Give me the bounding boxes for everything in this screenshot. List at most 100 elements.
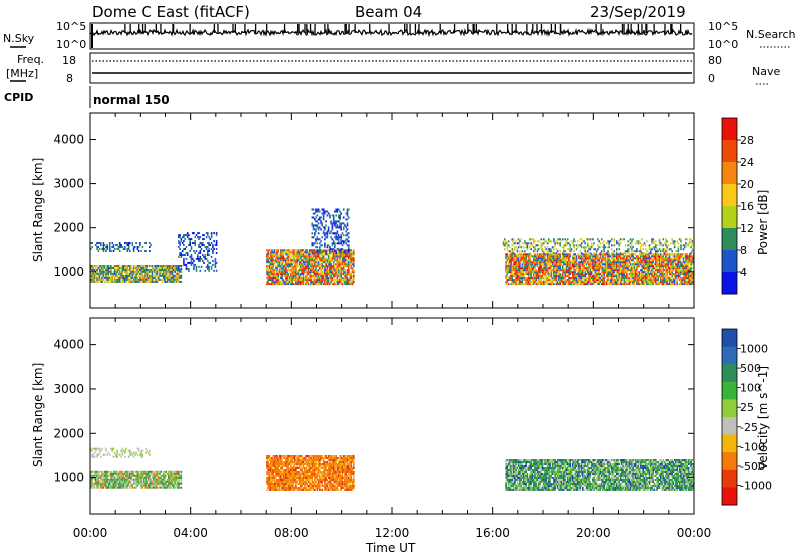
- data-cell: [349, 263, 351, 266]
- data-cell: [268, 263, 271, 266]
- data-cell: [608, 261, 610, 264]
- data-cell: [330, 277, 332, 280]
- data-cell: [527, 277, 530, 280]
- data-cell: [166, 276, 169, 279]
- data-cell: [647, 263, 649, 266]
- data-cell: [334, 253, 336, 256]
- data-cell: [672, 281, 675, 284]
- data-cell: [569, 255, 571, 258]
- data-cell: [676, 265, 678, 268]
- data-cell: [658, 240, 661, 243]
- data-cell: [643, 257, 646, 260]
- data-cell: [121, 267, 124, 269]
- data-cell: [337, 263, 340, 266]
- data-cell: [203, 261, 205, 264]
- data-cell: [550, 269, 553, 272]
- data-cell: [553, 279, 555, 282]
- data-cell: [353, 257, 355, 260]
- data-cell: [658, 248, 661, 251]
- data-cell: [629, 283, 632, 286]
- data-cell: [603, 244, 605, 247]
- data-cell: [277, 271, 280, 274]
- data-cell: [647, 253, 649, 256]
- data-cell: [543, 277, 545, 280]
- data-cell: [593, 263, 595, 266]
- data-cell: [282, 265, 285, 268]
- data-cell: [585, 283, 588, 286]
- data-cell: [540, 259, 543, 262]
- data-cell: [98, 482, 101, 485]
- data-cell: [314, 228, 316, 231]
- data-cell: [655, 269, 657, 272]
- data-cell: [563, 261, 565, 264]
- data-cell: [691, 242, 694, 245]
- data-cell: [560, 281, 563, 284]
- data-cell: [617, 269, 619, 272]
- data-cell: [647, 265, 649, 268]
- data-cell: [90, 482, 92, 485]
- data-cell: [608, 244, 610, 247]
- data-cell: [585, 277, 588, 280]
- data-cell: [346, 281, 349, 284]
- data-cell: [334, 246, 336, 249]
- data-cell: [609, 271, 612, 274]
- data-cell: [685, 259, 687, 262]
- data-cell: [683, 261, 686, 264]
- data-cell: [302, 283, 305, 286]
- data-cell: [96, 248, 98, 250]
- data-cell: [342, 242, 345, 245]
- data-cell: [524, 250, 526, 253]
- data-cell: [212, 244, 214, 246]
- data-cell: [337, 259, 340, 262]
- data-cell: [522, 255, 525, 258]
- data-cell: [140, 453, 142, 456]
- data-cell: [553, 271, 555, 274]
- data-cell: [623, 275, 626, 278]
- data-cell: [198, 238, 200, 241]
- data-cell: [642, 252, 644, 255]
- data-cell: [135, 280, 137, 283]
- data-cell: [506, 267, 509, 270]
- data-cell: [650, 267, 652, 270]
- data-cell: [655, 263, 657, 266]
- data-cell: [540, 277, 543, 280]
- data-cell: [689, 269, 691, 272]
- data-cell: [292, 265, 295, 268]
- data-cell: [553, 257, 555, 260]
- data-cell: [93, 484, 96, 487]
- nsearch-bottom-tick: 10^0: [708, 38, 738, 51]
- data-cell: [346, 238, 349, 241]
- data-cell: [509, 246, 511, 249]
- data-cell: [300, 257, 302, 260]
- data-cell: [598, 257, 600, 260]
- data-cell: [178, 242, 180, 244]
- data-cell: [125, 272, 127, 275]
- data-cell: [514, 246, 516, 249]
- data-cell: [98, 278, 101, 281]
- data-cell: [106, 270, 108, 273]
- data-cell: [101, 265, 103, 267]
- data-cell: [334, 250, 336, 253]
- data-cell: [571, 265, 574, 268]
- data-cell: [554, 242, 556, 245]
- data-cell: [131, 242, 134, 244]
- data-cell: [292, 267, 295, 270]
- data-cell: [580, 246, 583, 249]
- data-cell: [315, 230, 317, 233]
- data-cell: [676, 253, 678, 256]
- data-cell: [276, 271, 278, 274]
- data-cell: [315, 208, 317, 211]
- data-cell: [628, 255, 631, 258]
- data-cell: [103, 453, 106, 456]
- data-cell: [136, 267, 139, 269]
- data-cell: [524, 240, 526, 243]
- data-cell: [634, 271, 637, 274]
- data-cell: [529, 279, 531, 282]
- data-cell: [291, 275, 293, 278]
- data-cell: [108, 270, 111, 273]
- data-cell: [559, 255, 561, 258]
- data-cell: [609, 263, 612, 266]
- data-cell: [326, 244, 329, 247]
- data-cell: [335, 252, 337, 255]
